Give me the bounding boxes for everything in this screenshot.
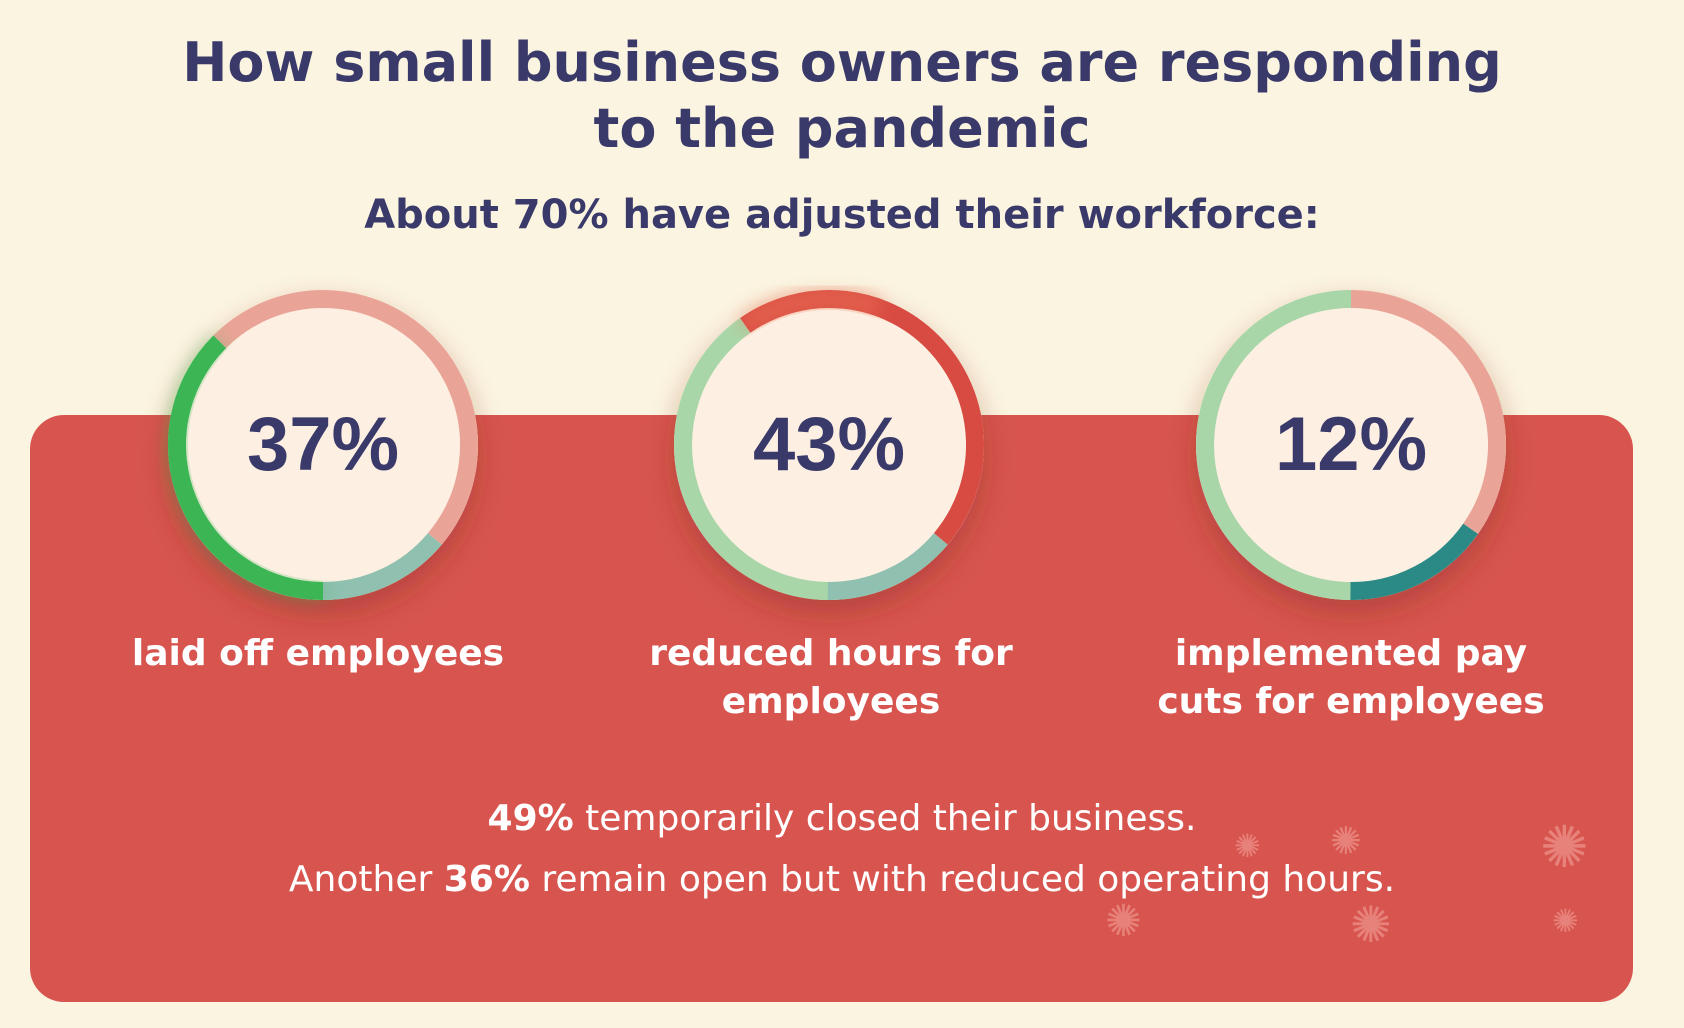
closed-percent: 49% [487,798,574,839]
virus-icon: ✺ [1105,896,1142,947]
reduced-hours-percent: 36% [443,859,530,900]
footnote-line-1: 49% temporarily closed their business. [0,795,1684,843]
donut-label-2-line-1: reduced hours for [649,633,1013,674]
donut-label-1: laid off employees [88,630,548,678]
page-subtitle: About 70% have adjusted their workforce: [364,192,1320,238]
footnote-line-2: Another 36% remain open but with reduced… [0,856,1684,904]
donut-1-track [213,290,324,349]
donut-2-value-highlight [740,290,883,333]
another-text: Another [288,859,444,900]
donut-label-3: implemented pay cuts for employees [1121,630,1581,726]
reduced-hours-text: remain open but with reduced operating h… [529,859,1396,900]
closed-text: temporarily closed their business. [573,798,1197,839]
page-title: How small business owners are responding… [0,30,1684,162]
donut-label-3-line-1: implemented pay [1174,633,1528,674]
donut-label-2-line-2: employees [721,681,941,722]
page-title-line-2: to the pandemic [593,97,1091,160]
donut-label-2: reduced hours for employees [601,630,1061,726]
virus-icon: ✺ [1350,896,1392,954]
page-title-line-1: How small business owners are responding [182,31,1502,94]
donut-value-1: 37% [246,402,400,487]
donut-value-3: 12% [1274,402,1428,487]
donut-label-3-line-2: cuts for employees [1157,681,1545,722]
virus-icon: ✺ [1552,902,1579,940]
virus-icon: ✺ [1540,813,1589,881]
virus-icon: ✺ [1330,819,1362,863]
donut-label-1-line-1: laid off employees [131,633,505,674]
donut-value-2: 43% [752,402,906,487]
virus-icon: ✺ [1234,827,1261,865]
